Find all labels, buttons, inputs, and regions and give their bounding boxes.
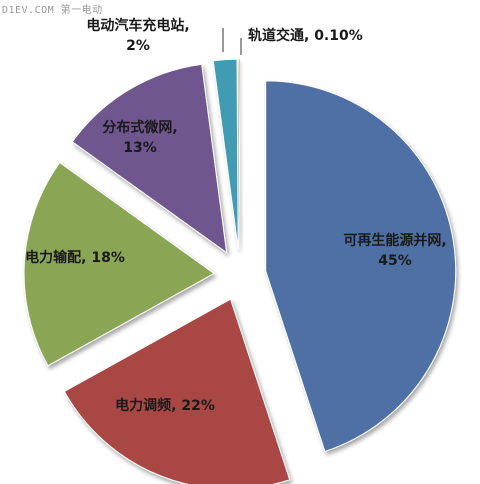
slice-label: 轨道交通, 0.10% (248, 27, 363, 44)
pie-slice (63, 298, 291, 484)
slice-label: 分布式微网, 13% (102, 119, 177, 156)
slice-label: 可再生能源并网, 45% (343, 232, 446, 269)
slice-label: 电力调频, 22% (115, 397, 215, 414)
slice-label: 电动汽车充电站, 2% (86, 17, 189, 54)
pie-slice (23, 161, 215, 367)
watermark-text: D1EV.COM 第一电动 (2, 5, 103, 16)
slice-label: 电力输配, 18% (25, 249, 125, 266)
pie-slice (212, 58, 239, 250)
pie-slice (265, 80, 457, 453)
pie-slice (238, 58, 241, 250)
pie-slice (71, 63, 228, 254)
